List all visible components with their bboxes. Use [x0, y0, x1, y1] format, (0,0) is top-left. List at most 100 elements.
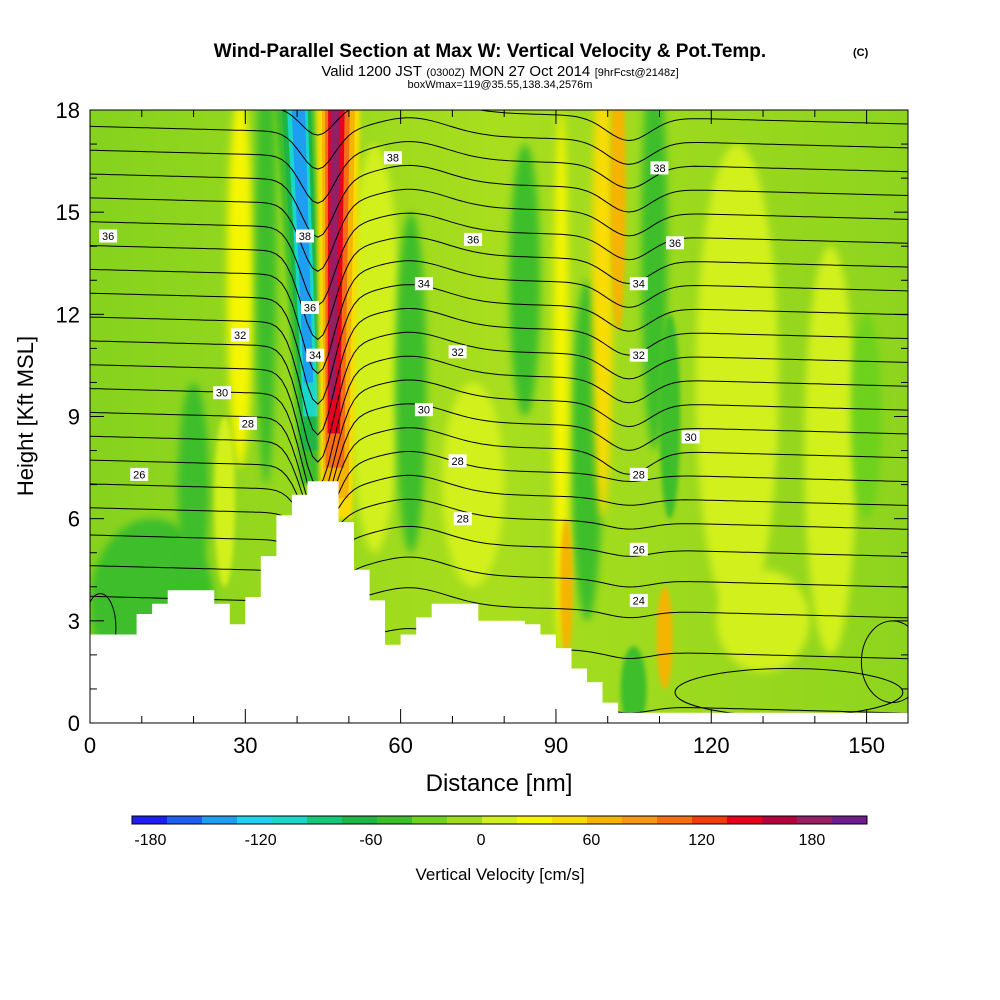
- isentrope-label-text: 32: [451, 347, 463, 359]
- isentrope-line: [90, 188, 908, 272]
- colorbar-swatch: [202, 816, 238, 824]
- colorbar-tick-label: -180: [134, 832, 166, 849]
- y-tick-label: 12: [56, 302, 80, 327]
- isentrope-label: 32: [629, 348, 648, 362]
- isentrope-label: 28: [629, 467, 648, 481]
- isentrope-label-text: 36: [304, 303, 316, 315]
- isentrope-line: [90, 260, 908, 375]
- isentrope-label-text: 32: [633, 350, 645, 362]
- isentrope-label: 32: [231, 328, 250, 342]
- isentrope-label-text: 30: [418, 405, 430, 417]
- isentrope-label: 36: [666, 236, 684, 250]
- isentrope-line: [90, 403, 908, 518]
- title-block: Wind-Parallel Section at Max W: Vertical…: [214, 41, 869, 91]
- isentrope-line: [90, 236, 908, 341]
- colorbar-swatch: [447, 816, 483, 824]
- isentrope-label-text: 28: [242, 418, 254, 430]
- colorbar-swatch: [412, 816, 448, 824]
- title-mark: (C): [853, 47, 869, 59]
- velocity-blob: [255, 110, 277, 485]
- velocity-blob: [641, 110, 668, 451]
- isentrope-label: 30: [681, 430, 700, 444]
- isentrope-label-text: 28: [451, 456, 463, 468]
- isentrope-label-text: 38: [299, 231, 311, 243]
- colorbar-tick-label: 0: [477, 832, 486, 849]
- colorbar-tick-label: -120: [245, 832, 277, 849]
- velocity-blob: [442, 382, 505, 587]
- isentrope-line: [280, 110, 908, 142]
- isentrope-line: [90, 474, 908, 535]
- velocity-blob: [559, 518, 573, 655]
- velocity-blob: [348, 144, 401, 553]
- colorbar-swatch: [237, 816, 273, 824]
- isentrope-label: 34: [414, 277, 433, 291]
- colorbar-swatch: [692, 816, 728, 824]
- colorbar-swatch: [797, 816, 833, 824]
- velocity-blob: [659, 314, 681, 519]
- isentrope-line: [90, 164, 908, 238]
- y-tick-label: 9: [68, 405, 80, 430]
- colorbar-swatch: [517, 816, 553, 824]
- y-tick-label: 3: [68, 609, 80, 634]
- isentrope-label-text: 26: [133, 469, 145, 481]
- isentrope-label-text: 26: [633, 544, 645, 556]
- colorbar-label: Vertical Velocity [cm/s]: [415, 865, 584, 884]
- isentrope-labels: 24 26 26 28 28 28 28 30 30 30 32 32 32 34 34 34 36 36 36 36…: [99, 151, 700, 607]
- velocity-blob: [395, 212, 427, 553]
- colorbar-swatch: [552, 816, 588, 824]
- isentrope-label-text: 38: [653, 163, 665, 175]
- isentrope-closed: [860, 620, 908, 704]
- isentrope-label: 36: [464, 232, 483, 246]
- isentrope-label: 34: [306, 348, 325, 362]
- x-tick-label: 90: [544, 733, 568, 758]
- isentrope-label-text: 28: [457, 514, 469, 526]
- isentrope-label: 32: [448, 345, 467, 359]
- y-tick-label: 0: [68, 711, 80, 736]
- isentrope-label: 30: [213, 386, 231, 400]
- isentrope-line: [90, 331, 908, 463]
- isentrope-label-text: 32: [234, 330, 246, 342]
- velocity-blob: [804, 246, 857, 655]
- y-tick-label: 6: [68, 507, 80, 532]
- colorbar-swatch: [167, 816, 203, 824]
- colorbar-swatch: [762, 816, 798, 824]
- isentrope-label: 38: [295, 229, 314, 243]
- isentrope-line: [90, 355, 908, 487]
- plot-area: 24 26 26 28 28 28 28 30 30 30 32 32 32 34 34 34 36 36 36 36…: [90, 110, 908, 723]
- isentrope-label-text: 34: [309, 350, 321, 362]
- colorbar-swatch: [377, 816, 413, 824]
- x-tick-label: 30: [233, 733, 257, 758]
- colorbar-swatch: [342, 816, 378, 824]
- isentrope-label: 36: [99, 229, 118, 243]
- updraft-band: [329, 110, 340, 400]
- isentrope-line: [90, 212, 908, 307]
- velocity-blob: [553, 110, 569, 655]
- isentrope-label: 34: [629, 277, 648, 291]
- vertical-velocity-field: [90, 110, 883, 723]
- isentrope-label-text: 34: [418, 279, 430, 291]
- colorbar-swatch: [132, 816, 168, 824]
- velocity-blob: [227, 110, 254, 468]
- isentrope-label: 26: [130, 467, 149, 481]
- chart-subtitle: Valid 1200 JST (0300Z) MON 27 Oct 2014 […: [321, 63, 678, 80]
- colorbar: -180 -120 -60 0 60 120 180: [131, 815, 868, 849]
- colorbar-swatch: [832, 816, 868, 824]
- velocity-blob: [716, 569, 810, 672]
- isentrope-label-text: 24: [633, 595, 645, 607]
- colorbar-swatch: [622, 816, 658, 824]
- isentrope-contours: [90, 110, 908, 723]
- isentrope-line: [90, 525, 908, 569]
- x-tick-label: 150: [848, 733, 885, 758]
- colorbar-frame: [131, 815, 868, 825]
- isentrope-label-text: 36: [669, 238, 681, 250]
- isentrope-line: [90, 451, 908, 531]
- y-tick-label: 15: [56, 200, 80, 225]
- isentrope-label: 30: [414, 403, 433, 417]
- velocity-blob: [620, 646, 647, 723]
- isentrope-label: 28: [453, 512, 472, 526]
- isentrope-label-text: 30: [684, 432, 696, 444]
- isentrope-line: [90, 498, 908, 545]
- velocity-blob: [656, 586, 673, 689]
- chart-title: Wind-Parallel Section at Max W: Vertical…: [214, 41, 766, 62]
